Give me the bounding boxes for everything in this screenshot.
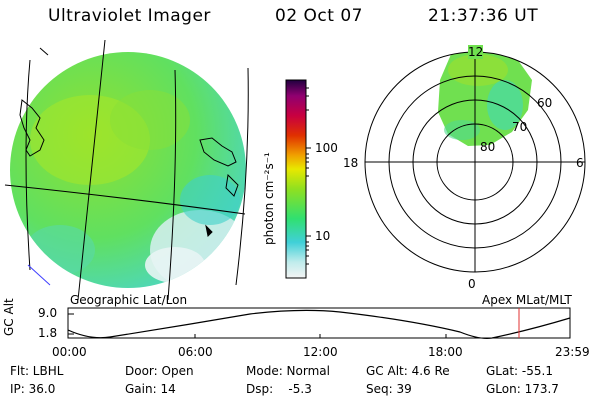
- altitude-xtick: 12:00: [303, 345, 338, 359]
- altitude-ylabel: GC Alt: [2, 298, 16, 336]
- altitude-curve: [67, 309, 571, 339]
- date-label: 02 Oct 07: [275, 6, 363, 26]
- seq-info: Seq: 39: [366, 382, 412, 396]
- meridian-line: [25, 59, 31, 271]
- door-info: Door: Open: [125, 364, 194, 378]
- altitude-xtick: 18:00: [428, 345, 463, 359]
- colorbar-scale: [285, 79, 307, 279]
- meridian-line: [167, 69, 177, 301]
- geographic-panel-label: Geographic Lat/Lon: [70, 293, 188, 307]
- colorbar-unit-label: photon cm⁻²s⁻¹: [262, 152, 276, 245]
- altitude-ytick-low: 1.8: [38, 326, 58, 340]
- altitude-xtick: 00:00: [52, 345, 87, 359]
- coastline: [19, 99, 45, 157]
- parallel-line: [4, 184, 246, 215]
- altitude-plot: [67, 307, 571, 339]
- meridian-line: [235, 67, 249, 286]
- polar-plot: [364, 51, 586, 273]
- time-label: 21:37:36 UT: [428, 6, 539, 26]
- mlat-label-60: 60: [537, 96, 553, 110]
- mlat-label-80: 80: [480, 140, 496, 154]
- filter-info: Flt: LBHL: [10, 364, 64, 378]
- mlt-label-0: 0: [468, 277, 476, 291]
- coastline: [225, 173, 239, 197]
- gc-alt-info: GC Alt: 4.6 Re: [366, 364, 450, 378]
- altitude-xtick: 23:59: [555, 345, 590, 359]
- colorbar-tick-10: 10: [315, 229, 331, 243]
- mlat-label-70: 70: [512, 120, 528, 134]
- colorbar: [285, 79, 311, 279]
- coastline: [199, 137, 237, 167]
- dsp-info: Dsp: -5.3: [246, 382, 312, 396]
- gain-info: Gain: 14: [125, 382, 176, 396]
- altitude-plot-frame: [67, 307, 571, 339]
- mlt-label-12: 12: [468, 45, 484, 59]
- altitude-ytick-high: 9.0: [38, 306, 58, 320]
- geographic-image: [4, 39, 249, 301]
- mlt-label-18: 18: [343, 156, 359, 170]
- glon-info: GLon: 173.7: [486, 382, 559, 396]
- glat-info: GLat: -55.1: [486, 364, 553, 378]
- ip-info: IP: 36.0: [10, 382, 56, 396]
- mlt-label-6: 6: [576, 156, 584, 170]
- apex-panel-label: Apex MLat/MLT: [482, 293, 572, 307]
- colorbar-tick-100: 100: [315, 141, 338, 155]
- instrument-title: Ultraviolet Imager: [48, 6, 211, 26]
- altitude-xtick: 06:00: [178, 345, 213, 359]
- mode-info: Mode: Normal: [246, 364, 330, 378]
- meridian-line: [77, 39, 106, 301]
